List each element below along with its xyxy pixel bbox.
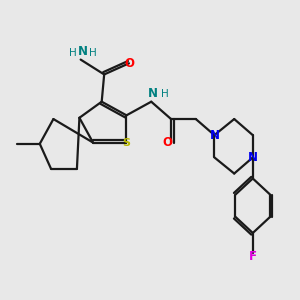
Text: N: N bbox=[148, 87, 158, 100]
Text: H: H bbox=[89, 48, 97, 59]
Text: H: H bbox=[69, 48, 77, 59]
Text: N: N bbox=[78, 45, 88, 58]
Text: F: F bbox=[249, 250, 257, 263]
Text: S: S bbox=[122, 138, 130, 148]
Text: N: N bbox=[209, 129, 219, 142]
Text: O: O bbox=[124, 57, 134, 70]
Text: O: O bbox=[162, 136, 172, 149]
Text: N: N bbox=[248, 151, 258, 164]
Text: H: H bbox=[161, 89, 169, 99]
